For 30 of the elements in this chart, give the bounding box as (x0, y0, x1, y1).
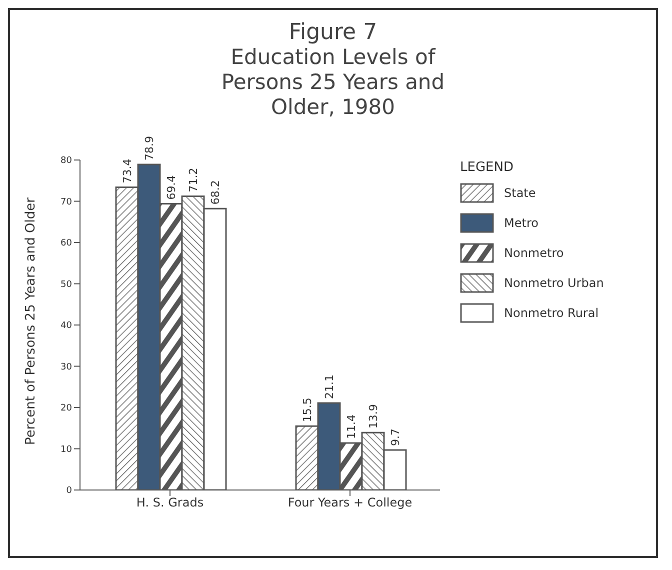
y-tick-label: 10 (60, 444, 72, 455)
chart-subtitle: Education Levels of Persons 25 Years and Older, 1980 (220, 45, 446, 120)
x-tick-label: Four Years + College (288, 496, 412, 510)
legend-label: Metro (504, 216, 538, 230)
y-axis-title: Percent of Persons 25 Years and Older (24, 196, 39, 445)
y-tick-label: 20 (60, 404, 72, 414)
y-tick-label: 30 (60, 362, 72, 372)
y-tick-label: 60 (60, 238, 72, 249)
legend-title: LEGEND (460, 160, 514, 175)
data-label: 15.5 (301, 398, 314, 422)
legend-label: Nonmetro Urban (504, 276, 604, 290)
data-label: 73.4 (121, 158, 134, 184)
data-label: 68.2 (209, 180, 222, 205)
y-tick-label: 50 (60, 280, 72, 290)
y-tick-label: 70 (60, 197, 72, 208)
y-tick-label: 40 (60, 321, 72, 332)
x-tick-label: H. S. Grads (136, 496, 204, 510)
data-label: 21.1 (323, 374, 336, 399)
y-tick-label: 0 (66, 486, 72, 496)
data-label: 11.4 (345, 414, 358, 439)
legend-label: State (504, 186, 536, 200)
chart-title: Figure 7 (288, 19, 378, 45)
data-label: 9.7 (389, 428, 402, 446)
legend-label: Nonmetro Rural (504, 306, 599, 320)
data-label: 69.4 (165, 175, 178, 200)
legend-label: Nonmetro (504, 246, 564, 260)
data-label: 71.2 (187, 168, 200, 192)
y-tick-label: 80 (60, 156, 72, 166)
data-label: 13.9 (367, 404, 380, 429)
data-label: 78.9 (143, 136, 156, 161)
